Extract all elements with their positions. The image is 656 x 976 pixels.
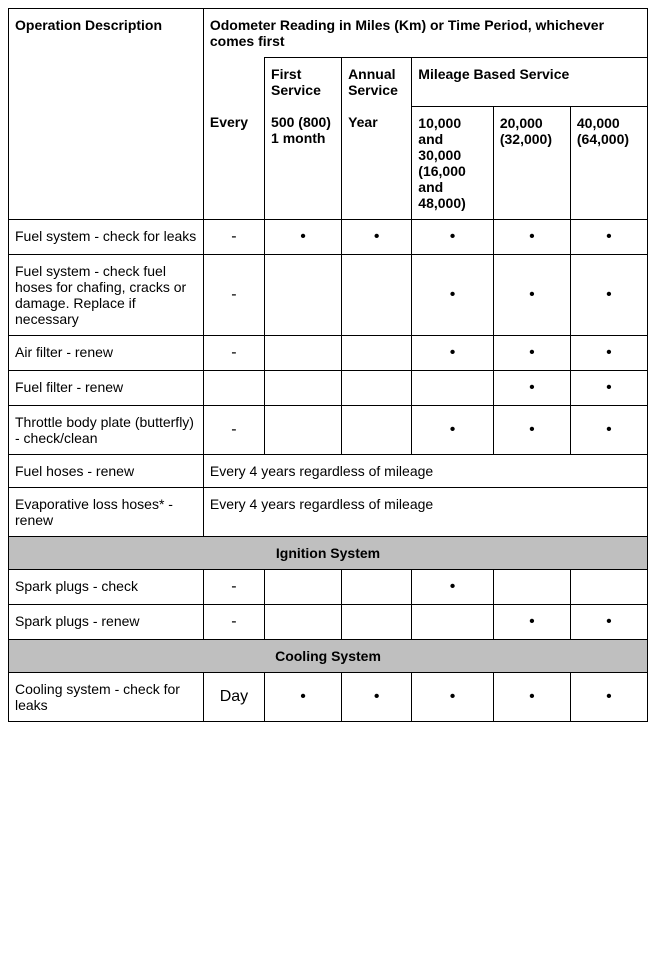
cell	[265, 569, 342, 604]
row-label: Fuel filter - renew	[9, 370, 204, 405]
cell: •	[412, 254, 494, 335]
header-operation: Operation Description	[9, 9, 204, 220]
row-label: Evaporative loss hoses* - renew	[9, 487, 204, 536]
row-label: Cooling system - check for leaks	[9, 672, 204, 721]
table-row: Cooling system - check for leaks Day • •…	[9, 672, 648, 721]
maintenance-table: Operation Description Odometer Reading i…	[8, 8, 648, 722]
cell: •	[570, 405, 647, 454]
cell-every: Day	[203, 672, 264, 721]
cell: •	[570, 604, 647, 639]
cell: •	[493, 405, 570, 454]
cell: •	[570, 219, 647, 254]
row-label: Fuel system - check fuel hoses for chafi…	[9, 254, 204, 335]
cell: •	[412, 405, 494, 454]
table-row: Fuel system - check fuel hoses for chafi…	[9, 254, 648, 335]
cell	[265, 335, 342, 370]
cell: •	[265, 672, 342, 721]
cell	[412, 604, 494, 639]
table-row: Evaporative loss hoses* - renew Every 4 …	[9, 487, 648, 536]
cell	[493, 569, 570, 604]
cell	[342, 254, 412, 335]
table-row: Fuel system - check for leaks - • • • • …	[9, 219, 648, 254]
cell-every: -	[203, 569, 264, 604]
cell: •	[493, 672, 570, 721]
section-cooling: Cooling System	[9, 639, 648, 672]
cell: •	[493, 370, 570, 405]
row-span-note: Every 4 years regardless of mileage	[203, 487, 647, 536]
row-label: Spark plugs - check	[9, 569, 204, 604]
table-row: Spark plugs - check - •	[9, 569, 648, 604]
cell: •	[412, 672, 494, 721]
cell	[570, 569, 647, 604]
table-row: Throttle body plate (butterfly) - check/…	[9, 405, 648, 454]
section-ignition: Ignition System	[9, 536, 648, 569]
header-annual-service: Annual Service	[342, 58, 412, 107]
cell: •	[493, 219, 570, 254]
header-mileage-based: Mileage Based Service	[412, 58, 648, 107]
cell: •	[570, 254, 647, 335]
table-row: Spark plugs - renew - • •	[9, 604, 648, 639]
header-10000: 10,000 and 30,000 (16,000 and 48,000)	[412, 106, 494, 219]
cell: •	[342, 219, 412, 254]
cell	[342, 604, 412, 639]
cell	[265, 405, 342, 454]
cell: •	[570, 370, 647, 405]
cell	[342, 569, 412, 604]
cell: •	[412, 219, 494, 254]
header-20000: 20,000 (32,000)	[493, 106, 570, 219]
cell-every: -	[203, 219, 264, 254]
header-500: 500 (800) 1 month	[265, 106, 342, 219]
table-row: Fuel filter - renew • •	[9, 370, 648, 405]
row-label: Fuel system - check for leaks	[9, 219, 204, 254]
cell: •	[342, 672, 412, 721]
cell: •	[493, 254, 570, 335]
cell-every: -	[203, 604, 264, 639]
row-label: Fuel hoses - renew	[9, 454, 204, 487]
cell: •	[493, 335, 570, 370]
row-label: Spark plugs - renew	[9, 604, 204, 639]
cell	[412, 370, 494, 405]
cell: •	[265, 219, 342, 254]
header-first-service: First Service	[265, 58, 342, 107]
header-year: Year	[342, 106, 412, 219]
header-blank	[203, 58, 264, 107]
cell: •	[412, 335, 494, 370]
header-every: Every	[203, 106, 264, 219]
cell: •	[570, 672, 647, 721]
cell-every: -	[203, 405, 264, 454]
cell	[265, 604, 342, 639]
cell-every: -	[203, 335, 264, 370]
cell: •	[412, 569, 494, 604]
row-label: Air filter - renew	[9, 335, 204, 370]
cell-every: -	[203, 254, 264, 335]
table-row: Air filter - renew - • • •	[9, 335, 648, 370]
cell	[342, 335, 412, 370]
table-row: Fuel hoses - renew Every 4 years regardl…	[9, 454, 648, 487]
cell: •	[493, 604, 570, 639]
cell-every	[203, 370, 264, 405]
cell	[265, 370, 342, 405]
header-40000: 40,000 (64,000)	[570, 106, 647, 219]
cell	[342, 405, 412, 454]
row-label: Throttle body plate (butterfly) - check/…	[9, 405, 204, 454]
cell: •	[570, 335, 647, 370]
cell	[265, 254, 342, 335]
row-span-note: Every 4 years regardless of mileage	[203, 454, 647, 487]
cell	[342, 370, 412, 405]
header-odometer: Odometer Reading in Miles (Km) or Time P…	[203, 9, 647, 58]
